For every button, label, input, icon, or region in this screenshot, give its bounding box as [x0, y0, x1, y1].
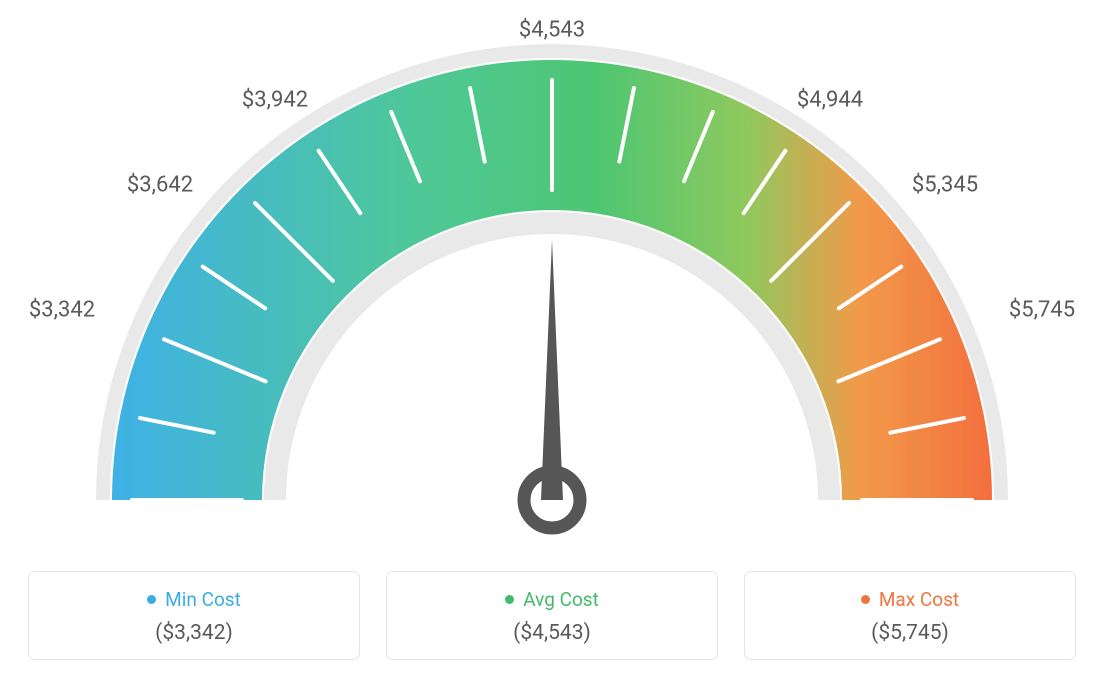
legend-dot-avg [505, 595, 514, 604]
legend-card-max: Max Cost ($5,745) [744, 571, 1076, 660]
gauge-tick-label: $3,342 [29, 298, 95, 323]
legend-row: Min Cost ($3,342) Avg Cost ($4,543) Max … [0, 571, 1104, 660]
legend-label-max: Max Cost [879, 588, 959, 611]
gauge-tick-label: $3,642 [127, 173, 193, 198]
gauge-tick-label: $5,345 [912, 173, 978, 198]
gauge-tick-label: $4,944 [797, 88, 863, 113]
legend-card-min: Min Cost ($3,342) [28, 571, 360, 660]
legend-title-avg: Avg Cost [505, 588, 599, 611]
gauge-tick-label: $5,745 [1009, 298, 1075, 323]
gauge-needle [541, 240, 563, 500]
gauge-tick-label: $3,942 [242, 88, 308, 113]
legend-dot-min [147, 595, 156, 604]
legend-value-max: ($5,745) [755, 621, 1065, 645]
legend-title-max: Max Cost [861, 588, 959, 611]
legend-dot-max [861, 595, 870, 604]
legend-value-min: ($3,342) [39, 621, 349, 645]
legend-title-min: Min Cost [147, 588, 241, 611]
gauge-tick-label: $4,543 [519, 18, 585, 43]
cost-gauge-container: { "gauge": { "cx": 552, "cy": 500, "oute… [0, 0, 1104, 690]
legend-value-avg: ($4,543) [397, 621, 707, 645]
legend-label-min: Min Cost [165, 588, 241, 611]
gauge-svg [0, 0, 1104, 560]
legend-card-avg: Avg Cost ($4,543) [386, 571, 718, 660]
gauge-area [0, 0, 1104, 560]
legend-label-avg: Avg Cost [523, 588, 599, 611]
